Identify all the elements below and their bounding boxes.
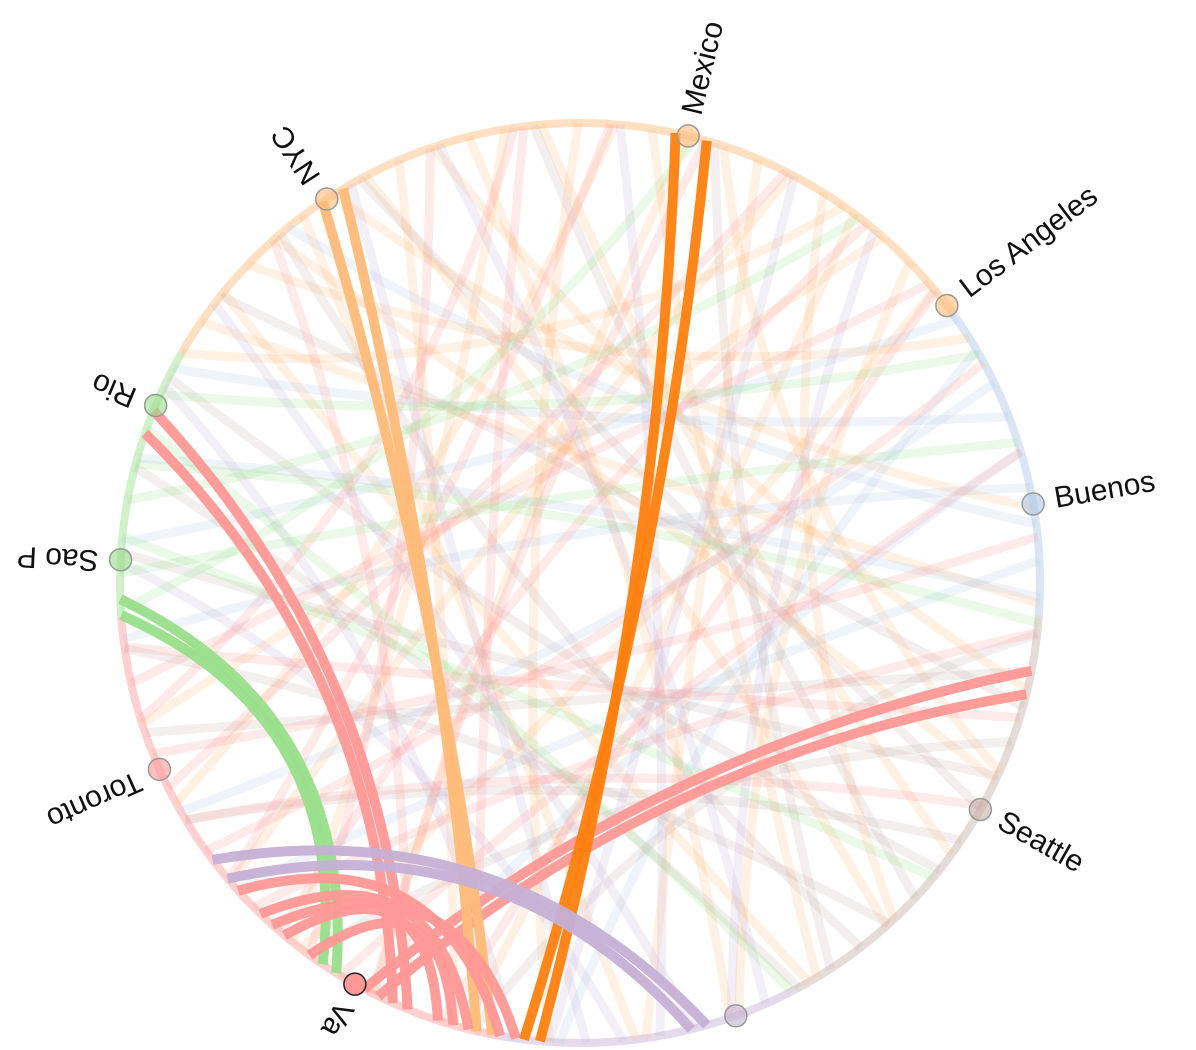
highlighted-link <box>270 898 521 1041</box>
background-link <box>181 202 847 364</box>
ring-segment <box>948 310 1044 616</box>
background-link <box>118 558 628 1044</box>
node-label: Sao P <box>16 540 99 577</box>
node-dot <box>343 972 367 996</box>
background-link <box>460 211 859 1031</box>
background-link <box>800 192 898 921</box>
node-label: Rio <box>87 366 141 414</box>
highlighted-link <box>211 845 711 1029</box>
highlighted-link <box>360 665 1033 994</box>
background-link <box>139 233 886 728</box>
node-dot <box>676 124 700 148</box>
background-link <box>137 126 519 723</box>
background-link <box>394 159 460 1026</box>
background-link <box>120 532 936 882</box>
background-link <box>219 289 812 986</box>
background-link <box>199 317 1041 609</box>
background-link <box>537 122 955 858</box>
background-link <box>118 135 700 615</box>
node-label: NYC <box>265 120 327 191</box>
node-dot <box>108 547 133 572</box>
background-link <box>126 213 862 505</box>
highlighted-links <box>118 132 1033 1043</box>
background-link <box>734 260 914 1015</box>
background-link <box>172 364 1010 427</box>
background-link <box>641 158 763 1039</box>
background-link <box>726 228 879 1018</box>
node-dot <box>935 293 959 318</box>
background-link <box>165 373 942 874</box>
background-link <box>123 644 892 928</box>
node-dot <box>147 757 172 782</box>
background-link <box>276 220 871 935</box>
highlighted-link <box>375 689 1028 1001</box>
background-link <box>337 447 1024 979</box>
background-link <box>709 142 835 970</box>
background-link <box>529 123 920 901</box>
background-links <box>118 122 1041 1045</box>
background-link <box>330 190 1035 513</box>
ring-segment <box>499 985 798 1047</box>
node-label: Va <box>314 996 360 1042</box>
background-link <box>437 288 940 1024</box>
background-link <box>429 144 1030 694</box>
ring-segment <box>794 614 1043 993</box>
node-label: Toronto <box>42 765 147 836</box>
background-link <box>218 291 1026 711</box>
node-dot <box>315 187 339 211</box>
background-link <box>210 300 700 1031</box>
background-link <box>235 556 1041 894</box>
ring-segment <box>116 351 186 616</box>
background-link <box>271 235 999 784</box>
background-link <box>129 279 932 688</box>
node-label: Buenos <box>1052 465 1158 515</box>
highlighted-link <box>236 873 505 1038</box>
background-link <box>469 629 1039 1034</box>
background-link <box>464 134 735 1019</box>
background-link <box>276 231 864 951</box>
background-link <box>160 349 981 411</box>
highlighted-link <box>338 187 482 1032</box>
node-dot <box>143 393 168 418</box>
background-link <box>122 482 1031 644</box>
node-label: Los Angeles <box>954 179 1104 304</box>
highlighted-link <box>226 860 696 1033</box>
background-link <box>305 148 435 957</box>
background-link <box>119 548 999 781</box>
background-link <box>285 223 1038 529</box>
background-link <box>135 459 1040 628</box>
node-dot <box>724 1004 748 1028</box>
background-link <box>545 174 799 1044</box>
node-label: Mexico <box>676 18 730 118</box>
background-link <box>299 213 641 1042</box>
background-link <box>435 142 770 1005</box>
background-link <box>184 785 963 845</box>
background-link <box>179 379 997 816</box>
node-dot <box>1021 492 1045 516</box>
highlighted-link <box>281 904 443 1021</box>
background-link <box>615 124 667 1037</box>
background-link <box>137 453 1041 602</box>
background-link <box>204 359 987 855</box>
ring-segment <box>178 119 956 356</box>
node-label: Seattle <box>992 805 1090 880</box>
background-link <box>184 773 984 825</box>
background-link <box>172 122 620 807</box>
background-link <box>143 425 795 995</box>
node-dot <box>968 797 993 822</box>
